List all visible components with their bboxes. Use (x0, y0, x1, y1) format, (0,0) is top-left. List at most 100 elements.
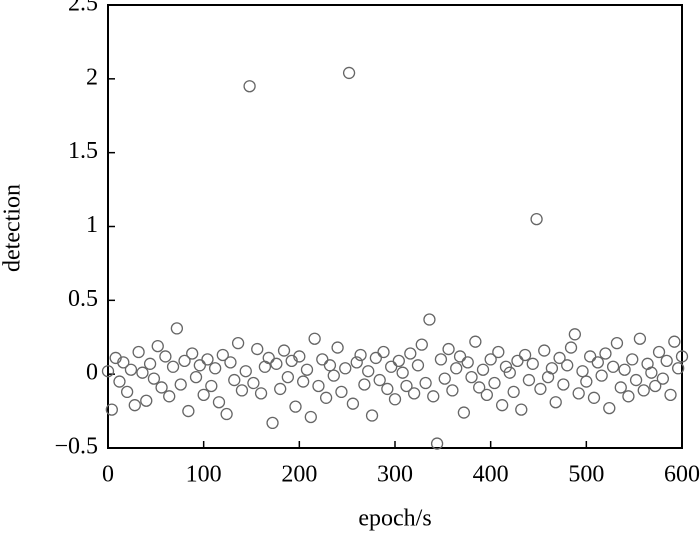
x-tick-label: 100 (186, 462, 222, 488)
point (396, 366, 409, 379)
point (182, 404, 195, 418)
point (595, 369, 608, 382)
point (446, 384, 459, 397)
point (392, 354, 405, 368)
point (220, 407, 233, 421)
y-tick-label: 2.5 (68, 0, 98, 17)
point (415, 338, 428, 351)
point (407, 387, 421, 400)
x-tick-label: 600 (664, 462, 700, 488)
point (633, 332, 647, 345)
point (549, 396, 562, 409)
point (488, 376, 501, 390)
point (308, 332, 321, 345)
point (411, 359, 425, 372)
point (151, 339, 164, 353)
point (231, 337, 245, 350)
point (293, 350, 306, 363)
point (675, 350, 689, 363)
x-tick-label: 400 (473, 462, 509, 488)
point (105, 403, 118, 416)
point (365, 409, 379, 422)
y-tick-label: 1.5 (68, 138, 98, 164)
point (553, 351, 566, 365)
point (526, 357, 539, 370)
point (155, 381, 168, 394)
y-tick-label: −0.5 (54, 434, 98, 460)
x-tick-label: 0 (102, 462, 114, 488)
point (576, 365, 589, 378)
y-tick-label: 2 (86, 64, 98, 90)
point (113, 375, 126, 388)
point (495, 399, 509, 412)
point (453, 350, 467, 363)
point (132, 345, 145, 359)
point (469, 335, 482, 348)
point (335, 385, 348, 399)
point (660, 354, 673, 368)
point (473, 381, 486, 394)
point (637, 384, 650, 397)
point (503, 366, 516, 379)
point (534, 382, 547, 396)
point (239, 365, 252, 378)
point (438, 372, 451, 385)
point (101, 365, 115, 378)
point (568, 328, 582, 341)
point (522, 373, 536, 387)
point (170, 322, 184, 335)
point (564, 341, 578, 354)
point (530, 212, 543, 226)
point (652, 345, 666, 359)
point (618, 363, 631, 376)
point (591, 356, 604, 369)
point (247, 376, 260, 390)
point (128, 399, 141, 412)
point (515, 403, 528, 416)
point (668, 335, 681, 348)
point (262, 351, 275, 365)
point (327, 369, 340, 382)
point (377, 345, 390, 359)
point (346, 397, 360, 410)
point (388, 393, 402, 406)
x-axis-label: epoch/s (358, 506, 431, 532)
point (208, 362, 222, 375)
point (319, 391, 333, 404)
point (557, 378, 570, 391)
point (277, 344, 291, 357)
point (369, 351, 383, 365)
point (342, 66, 356, 80)
point (228, 373, 241, 387)
point (518, 348, 532, 362)
point (300, 363, 314, 376)
point (201, 353, 214, 366)
point (538, 344, 551, 357)
point (350, 356, 363, 369)
point (339, 362, 352, 375)
point (124, 363, 138, 376)
point (622, 390, 635, 403)
point (331, 341, 344, 354)
point (572, 387, 585, 400)
point (610, 337, 624, 350)
plot-frame (107, 4, 683, 449)
point (266, 416, 279, 430)
point (362, 365, 375, 378)
point (580, 375, 593, 388)
point (251, 342, 264, 356)
point (461, 356, 474, 369)
point (193, 359, 206, 372)
point (561, 359, 574, 372)
point (140, 394, 153, 407)
point (427, 390, 440, 403)
point (289, 400, 302, 413)
point (186, 347, 199, 360)
point (599, 347, 612, 360)
point (507, 385, 520, 399)
point (545, 362, 559, 375)
point (385, 360, 398, 373)
point (480, 388, 493, 401)
point (626, 353, 639, 366)
